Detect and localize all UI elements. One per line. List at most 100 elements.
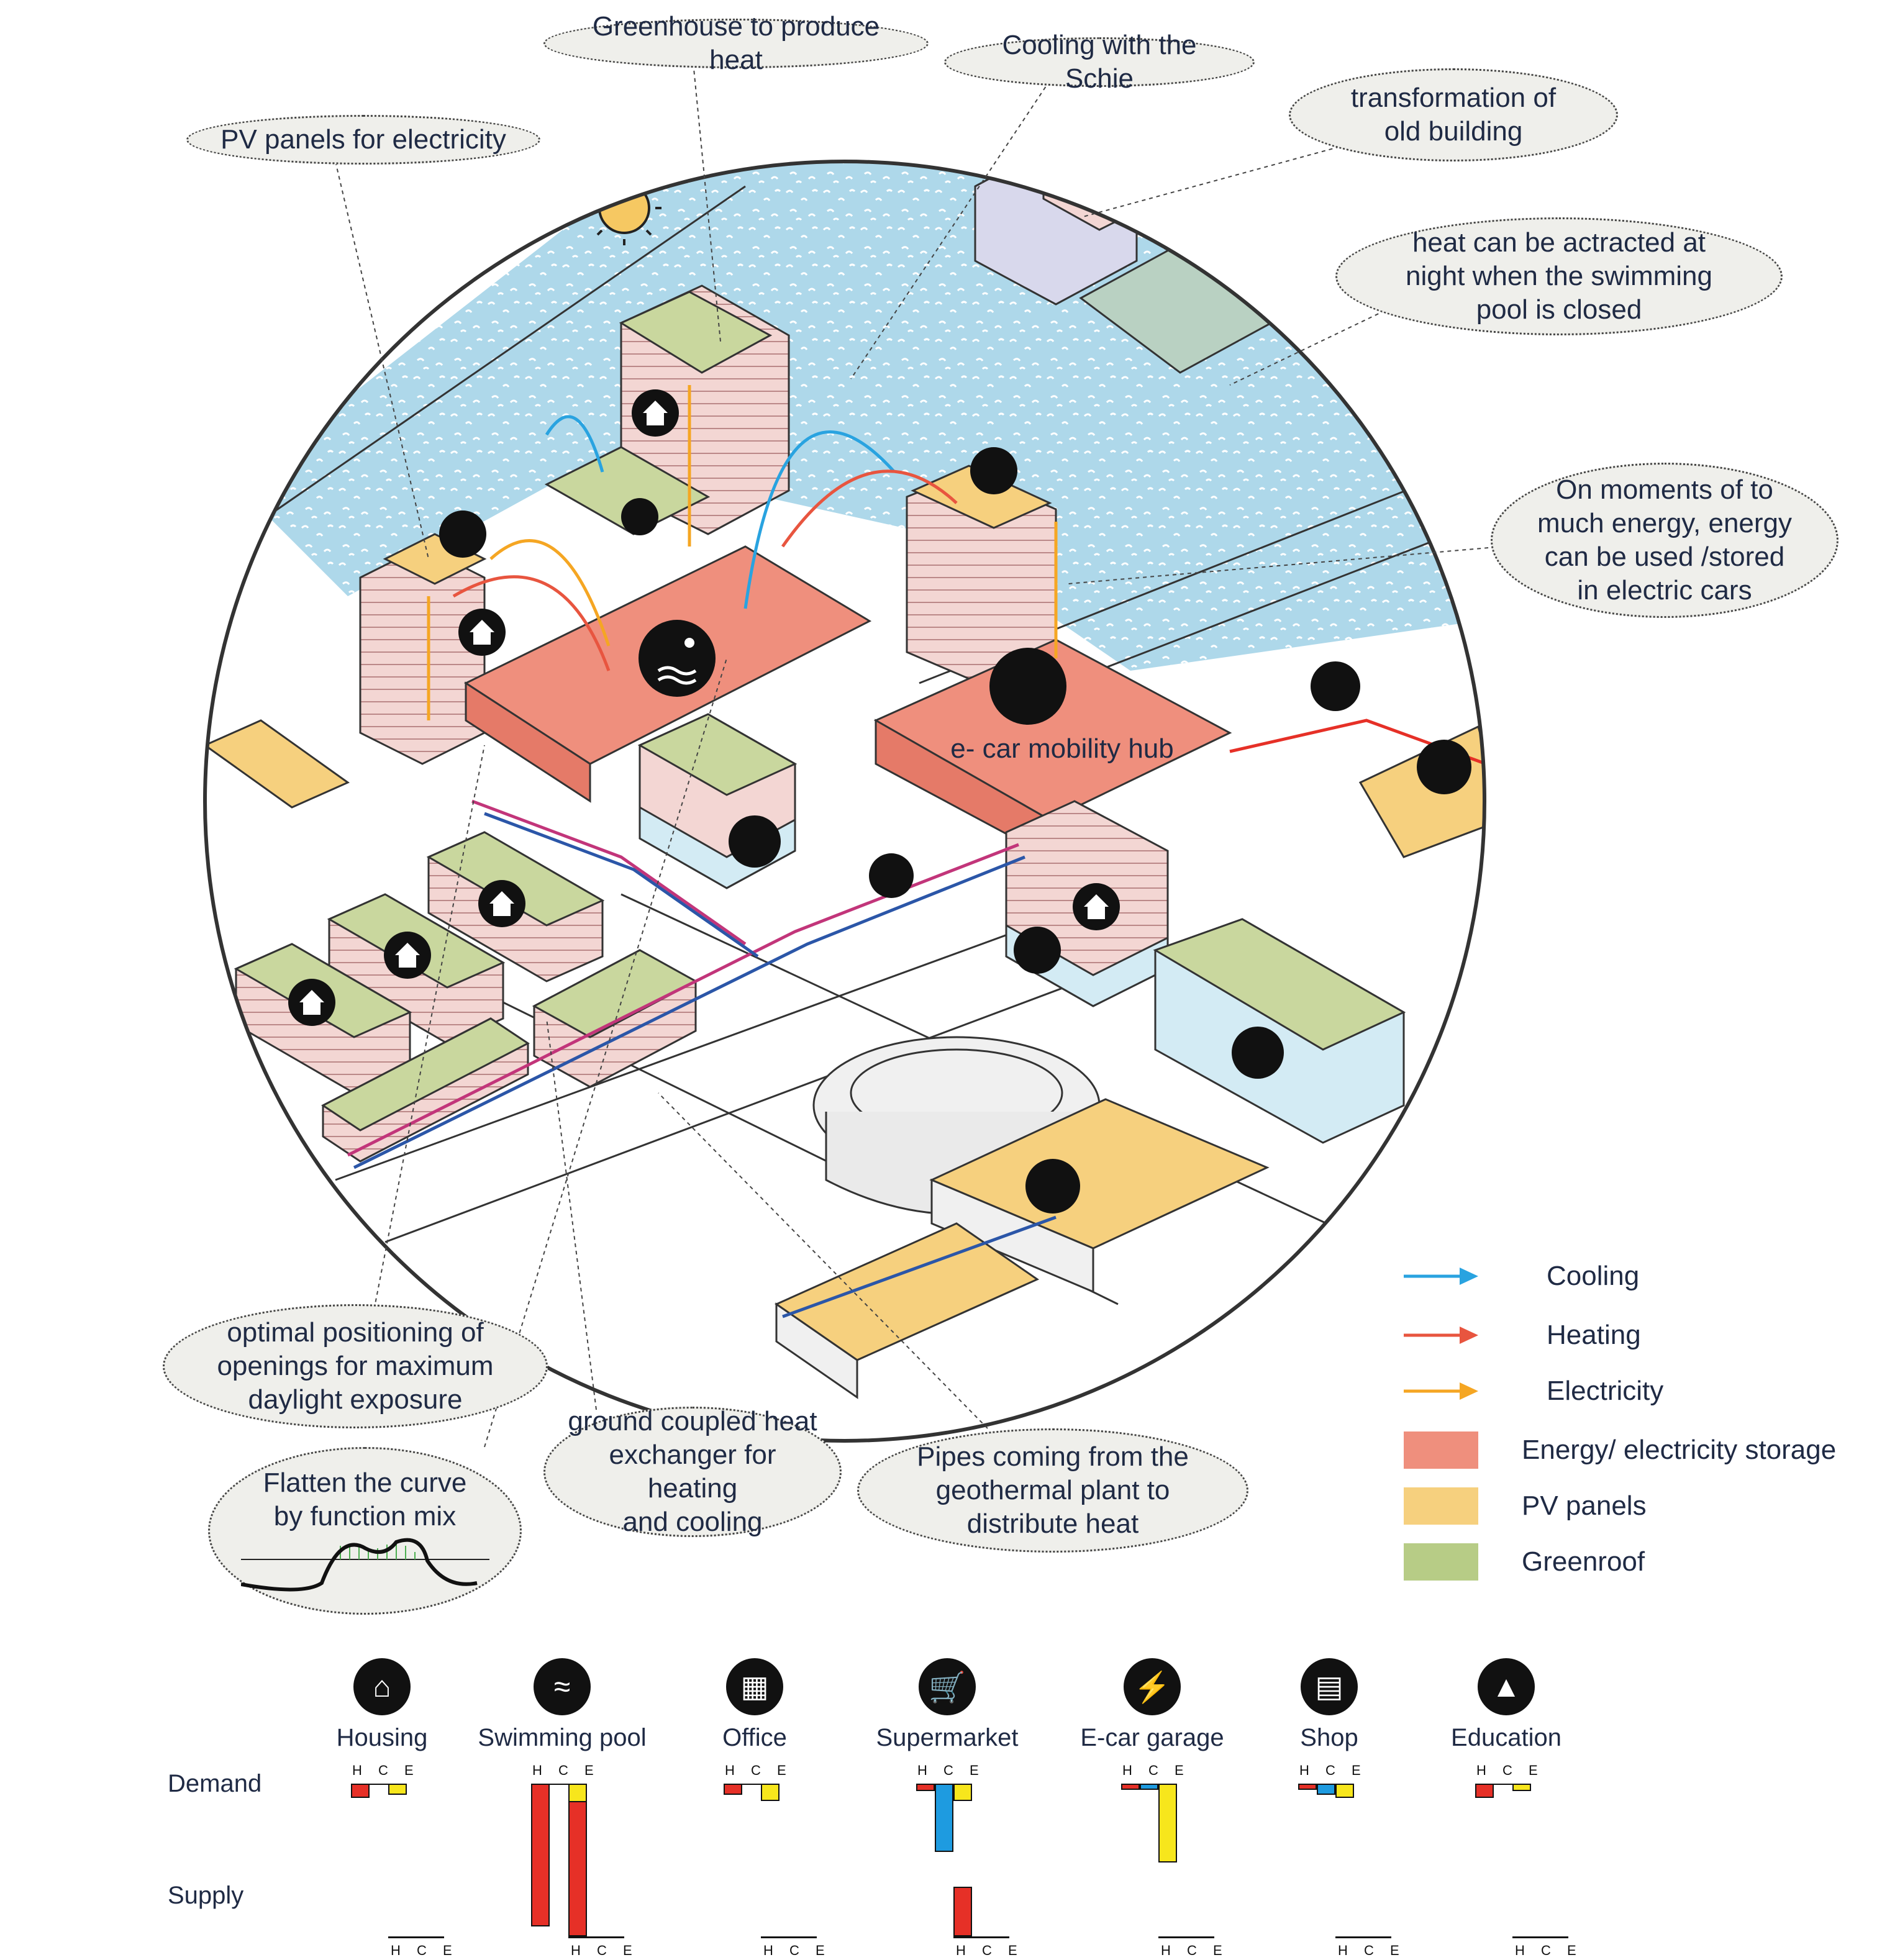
demand-hce-label: H C E <box>532 1763 600 1778</box>
function-education: ▲ Education <box>1394 1658 1618 1752</box>
demand-row-label: Demand <box>168 1770 262 1797</box>
supply-hce-label: H C E <box>571 1943 639 1958</box>
flatten-curve-text: Flatten the curve by function mix <box>263 1468 467 1531</box>
demand-hce-label: H C E <box>1476 1763 1544 1778</box>
demand-baseline <box>531 1784 587 1785</box>
function-shop: ▤ Shop <box>1217 1658 1441 1752</box>
pv-panel-icon <box>1417 740 1471 794</box>
shop-front-icon <box>1311 661 1360 711</box>
function-swimming-pool: ≈ Swimming pool <box>450 1658 674 1752</box>
demand-bar-h <box>916 1784 935 1791</box>
demand-bar-e <box>1512 1784 1531 1791</box>
graduation-cap-icon <box>729 815 781 868</box>
demand-bar-c <box>1140 1784 1158 1790</box>
legend-label: Electricity <box>1547 1376 1664 1406</box>
e-car-icon: ⚡ <box>1124 1658 1181 1715</box>
pv-swatch <box>1404 1487 1478 1525</box>
greenroof-swatch <box>1404 1543 1478 1581</box>
supply-hce-label: H C E <box>956 1943 1024 1958</box>
e-car-mobility-hub: e- car mobility hub <box>873 638 1232 859</box>
demand-bar-c <box>1317 1784 1335 1795</box>
shopping-cart-icon: 🛒 <box>919 1658 976 1715</box>
demand-hce-label: H C E <box>1299 1763 1367 1778</box>
supply-baseline <box>388 1936 444 1938</box>
function-label: Swimming pool <box>478 1724 647 1751</box>
function-label: Supermarket <box>876 1724 1019 1751</box>
sun-icon <box>587 171 661 245</box>
housing-tower-right <box>906 465 1057 691</box>
swimmer-icon <box>639 620 716 697</box>
callout-pipes: Pipes coming from the geothermal plant t… <box>857 1428 1248 1553</box>
supply-baseline <box>761 1936 817 1938</box>
supply-hce-label: H C E <box>391 1943 458 1958</box>
house-icon: ⌂ <box>353 1658 411 1715</box>
electricity-arrow-icon <box>1404 1382 1478 1400</box>
callout-pv-panels: PV panels for electricity <box>186 115 540 165</box>
education-cluster <box>1153 918 1406 1144</box>
function-label: Shop <box>1300 1724 1358 1751</box>
supply-hce-label: H C E <box>1515 1943 1583 1958</box>
function-label: Education <box>1451 1724 1561 1751</box>
demand-hce-label: H C E <box>1122 1763 1190 1778</box>
legend-heating: Heating <box>1404 1320 1641 1351</box>
supply-row-label: Supply <box>168 1882 244 1909</box>
demand-bar-e <box>388 1784 407 1795</box>
supply-hce-label: H C E <box>1338 1943 1406 1958</box>
demand-bar-e <box>1158 1784 1177 1862</box>
supply-baseline <box>568 1936 624 1938</box>
pv-panel-icon <box>439 510 486 558</box>
function-label: Office <box>722 1724 787 1751</box>
flatten-curve-graph <box>240 1538 489 1592</box>
legend-label: Heating <box>1547 1320 1641 1350</box>
demand-hce-label: H C E <box>352 1763 420 1778</box>
supply-baseline <box>1158 1936 1214 1938</box>
heating-arrow-icon <box>1404 1327 1478 1344</box>
legend-storage: Energy/ electricity storage <box>1404 1431 1836 1469</box>
e-car-icon <box>989 648 1066 725</box>
function-supermarket: 🛒 Supermarket <box>835 1658 1059 1752</box>
demand-bar-h <box>1298 1784 1317 1790</box>
supply-hce-label: H C E <box>763 1943 831 1958</box>
supply-bar-h <box>568 1800 587 1936</box>
supply-baseline <box>953 1936 1009 1938</box>
legend-label: Greenroof <box>1522 1546 1645 1577</box>
callout-ground-coupled: ground coupled heat exchanger for heatin… <box>543 1406 842 1537</box>
demand-bar-e <box>1335 1784 1354 1798</box>
demand-bar-h <box>1121 1784 1140 1790</box>
legend-cooling: Cooling <box>1404 1261 1639 1292</box>
demand-hce-label: H C E <box>917 1763 985 1778</box>
demand-bar-h <box>724 1784 742 1795</box>
urban-energy-diagram: e- car mobility hub <box>203 55 1504 1448</box>
demand-bar-h <box>1475 1784 1494 1798</box>
flow-arrows <box>427 385 1058 720</box>
restaurant-icon <box>621 498 658 535</box>
cooling-arrow-icon <box>1404 1268 1478 1285</box>
function-office: ▦ Office <box>643 1658 866 1752</box>
demand-baseline <box>351 1784 407 1785</box>
demand-bar-e <box>761 1784 780 1801</box>
demand-bar-h <box>351 1784 370 1798</box>
shop-front-icon: ▤ <box>1301 1658 1358 1715</box>
demand-hce-label: H C E <box>725 1763 793 1778</box>
legend-greenroof: Greenroof <box>1404 1543 1645 1581</box>
legend-label: Energy/ electricity storage <box>1522 1435 1837 1465</box>
graduation-cap-icon <box>1232 1027 1284 1079</box>
function-e-car-garage: ⚡ E-car garage <box>1040 1658 1264 1752</box>
pipes <box>347 719 1484 1318</box>
legend-electricity: Electricity <box>1404 1376 1663 1407</box>
swimmer-icon: ≈ <box>534 1658 591 1715</box>
building-icons <box>288 389 1471 1214</box>
legend-label: PV panels <box>1522 1490 1647 1521</box>
callout-leaders <box>335 55 1504 1448</box>
pv-panel-icon <box>970 447 1017 494</box>
mobility-hub-label: e- car mobility hub <box>950 733 1173 764</box>
greenhouse-tower <box>544 284 790 535</box>
demand-bar-e <box>953 1784 972 1801</box>
callout-flatten-curve: Flatten the curve by function mix <box>208 1447 522 1615</box>
shopping-cart-icon <box>869 853 914 898</box>
supply-hce-label: H C E <box>1161 1943 1229 1958</box>
pv-panel-icon <box>1025 1159 1080 1214</box>
demand-baseline <box>1475 1784 1531 1785</box>
callout-cooling-schie: Cooling with the Schie <box>944 30 1255 94</box>
callout-openings: optimal positioning of openings for maxi… <box>163 1304 548 1428</box>
